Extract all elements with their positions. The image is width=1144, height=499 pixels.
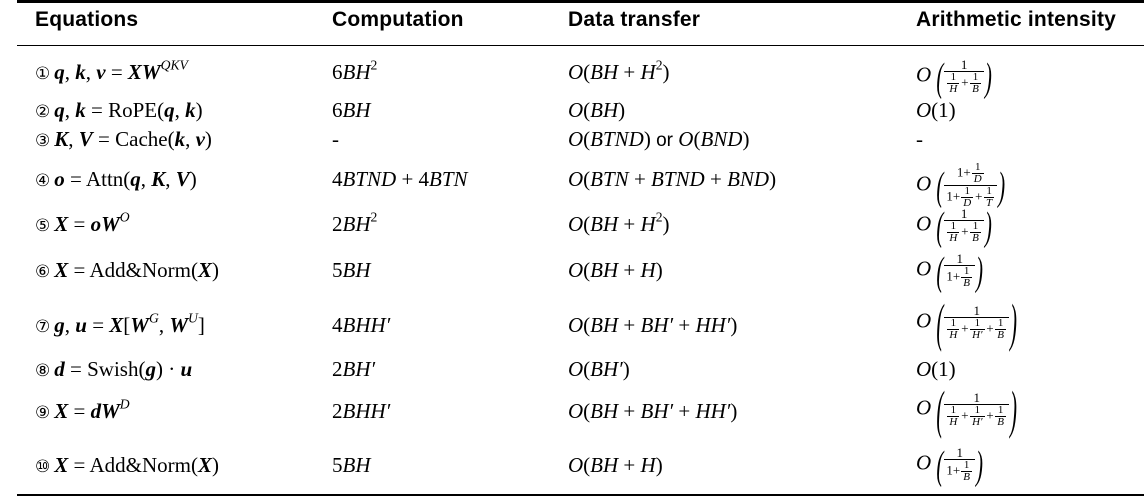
computation-cell: 6BH2	[332, 57, 378, 84]
computation-cell: 5BH	[332, 453, 371, 477]
computation-cell: 4BTND + 4BTN	[332, 167, 468, 191]
computation-cell: 2BH2	[332, 209, 378, 236]
arithmetic-intensity-cell: O (1+ 1 D 1+ 1 D +1 T)	[916, 161, 1006, 209]
computation-cell: 6BH	[332, 98, 371, 122]
data-transfer-cell: O(BH′)	[568, 357, 630, 381]
arithmetic-intensity-cell: O (1 1 H +1 B)	[916, 202, 992, 249]
data-transfer-cell: O(BTND) or O(BND)	[568, 127, 750, 151]
header-rule	[17, 45, 1144, 46]
data-transfer-cell: O(BH + H2)	[568, 57, 670, 84]
arithmetic-intensity-cell: O (1 1+ 1 B)	[916, 441, 983, 488]
data-transfer-cell: O(BH + H)	[568, 258, 663, 282]
equation-cell: ② q, k = RoPE(q, k)	[35, 98, 203, 122]
equation-cell: ③ K, V = Cache(k, v)	[35, 127, 212, 151]
header-arithmetic-intensity: Arithmetic intensity	[916, 8, 1117, 31]
header-data-transfer: Data transfer	[568, 8, 701, 31]
arithmetic-intensity-cell: O (1 1+ 1 B)	[916, 247, 983, 294]
computation-cell: 5BH	[332, 258, 371, 282]
equation-cell: ① q, k, v = XWQKV	[35, 57, 188, 84]
arithmetic-intensity-cell: O(1)	[916, 98, 956, 122]
computation-cell: 2BH′	[332, 357, 376, 381]
data-transfer-cell: O(BH + H)	[568, 453, 663, 477]
data-transfer-cell: O(BH + BH′ + HH′)	[568, 399, 738, 423]
arithmetic-intensity-cell: O (1 1 H +1 B)	[916, 53, 992, 100]
arithmetic-intensity-cell: -	[916, 127, 923, 151]
arithmetic-intensity-cell: O (1 1 H +1 H′ +1 B)	[916, 379, 1018, 440]
data-transfer-cell: O(BH + BH′ + HH′)	[568, 313, 738, 337]
computation-cell: 4BHH′	[332, 313, 391, 337]
computation-cell: -	[332, 127, 339, 151]
data-transfer-cell: O(BH)	[568, 98, 626, 122]
bottom-rule	[17, 494, 1144, 496]
header-computation: Computation	[332, 8, 464, 31]
top-rule	[17, 0, 1144, 3]
computation-cell: 2BHH′	[332, 399, 391, 423]
data-transfer-cell: O(BH + H2)	[568, 209, 670, 236]
header-equations: Equations	[35, 8, 139, 31]
arithmetic-intensity-cell: O(1)	[916, 357, 956, 381]
equation-cell: ⑦ g, u = X[WG, WU]	[35, 310, 205, 337]
data-transfer-cell: O(BTN + BTND + BND)	[568, 167, 777, 191]
arithmetic-intensity-cell: O (1 1 H +1 H′ +1 B)	[916, 292, 1018, 353]
